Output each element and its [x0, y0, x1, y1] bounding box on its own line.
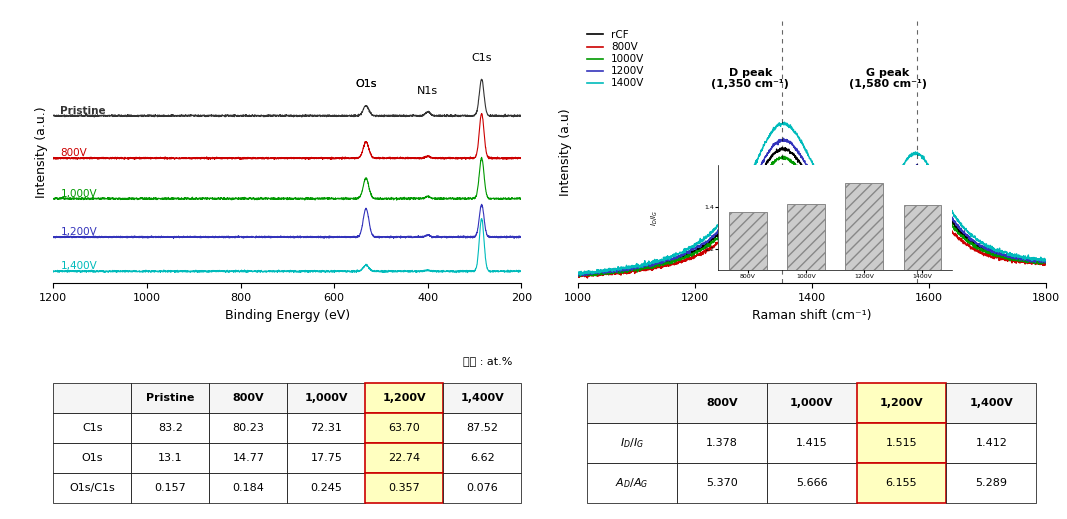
Text: 1,000V: 1,000V	[61, 188, 97, 199]
Text: 800V: 800V	[61, 148, 87, 158]
Y-axis label: Intensity (a.u.): Intensity (a.u.)	[35, 106, 48, 198]
Text: N1s: N1s	[417, 86, 439, 95]
Text: O1s: O1s	[355, 79, 377, 89]
Text: 1,200V: 1,200V	[61, 227, 97, 237]
Text: 1,400V: 1,400V	[61, 261, 97, 271]
Text: G peak
(1,580 cm⁻¹): G peak (1,580 cm⁻¹)	[848, 68, 926, 89]
Text: 단위 : at.%: 단위 : at.%	[463, 356, 512, 365]
X-axis label: Raman shift (cm⁻¹): Raman shift (cm⁻¹)	[752, 309, 872, 322]
Text: D peak
(1,350 cm⁻¹): D peak (1,350 cm⁻¹)	[712, 68, 790, 89]
X-axis label: Binding Energy (eV): Binding Energy (eV)	[225, 309, 350, 322]
Text: C1s: C1s	[472, 53, 492, 63]
Y-axis label: Intensity (a.u): Intensity (a.u)	[559, 108, 572, 196]
Text: Pristine: Pristine	[61, 106, 106, 116]
Text: O1s: O1s	[355, 79, 377, 89]
Legend: rCF, 800V, 1000V, 1200V, 1400V: rCF, 800V, 1000V, 1200V, 1400V	[583, 26, 649, 92]
